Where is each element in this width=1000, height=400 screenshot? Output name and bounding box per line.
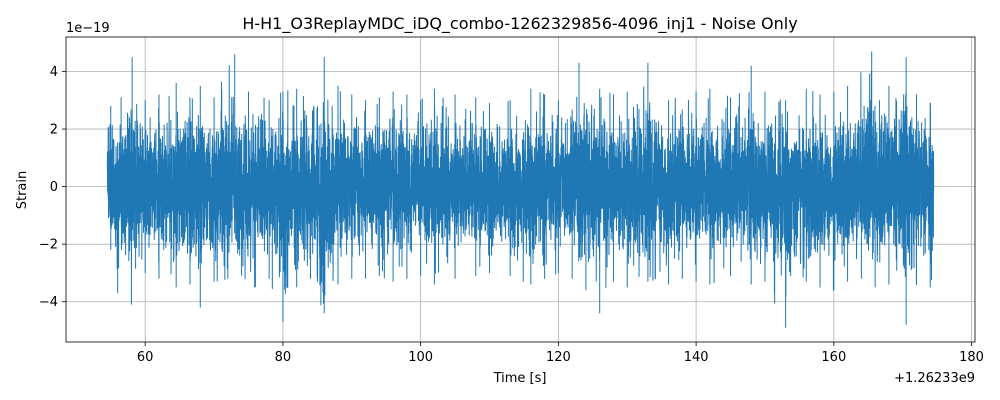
x-axis: 60 80 100 120 140 160 180 (137, 342, 984, 365)
y-axis: −4 −2 0 2 4 (39, 65, 66, 310)
plot-frame (65, 36, 976, 343)
chart-title: H-H1_O3ReplayMDC_iDQ_combo-1262329856-40… (242, 14, 797, 34)
y-tick-label: 2 (50, 123, 58, 138)
x-tick-label: 180 (959, 350, 984, 365)
x-axis-label: Time [s] (493, 371, 547, 386)
series-layer (106, 51, 935, 328)
x-tick-label: 60 (137, 350, 154, 365)
x-tick-label: 160 (821, 350, 846, 365)
y-tick-label: −2 (39, 238, 58, 253)
y-exponent-label: 1e−19 (66, 21, 110, 36)
x-tick-label: 120 (546, 350, 571, 365)
x-tick-label: 100 (408, 350, 433, 365)
x-tick-label: 80 (275, 350, 292, 365)
plot-area (106, 51, 935, 328)
strain-series-peaks (110, 51, 931, 328)
y-tick-label: −4 (39, 295, 58, 310)
y-tick-label: 0 (50, 180, 58, 195)
x-offset-label: +1.26233e9 (894, 371, 975, 386)
strain-series-line (106, 65, 935, 306)
y-tick-label: 4 (50, 65, 58, 80)
x-tick-label: 140 (684, 350, 709, 365)
y-axis-label: Strain (15, 171, 30, 210)
